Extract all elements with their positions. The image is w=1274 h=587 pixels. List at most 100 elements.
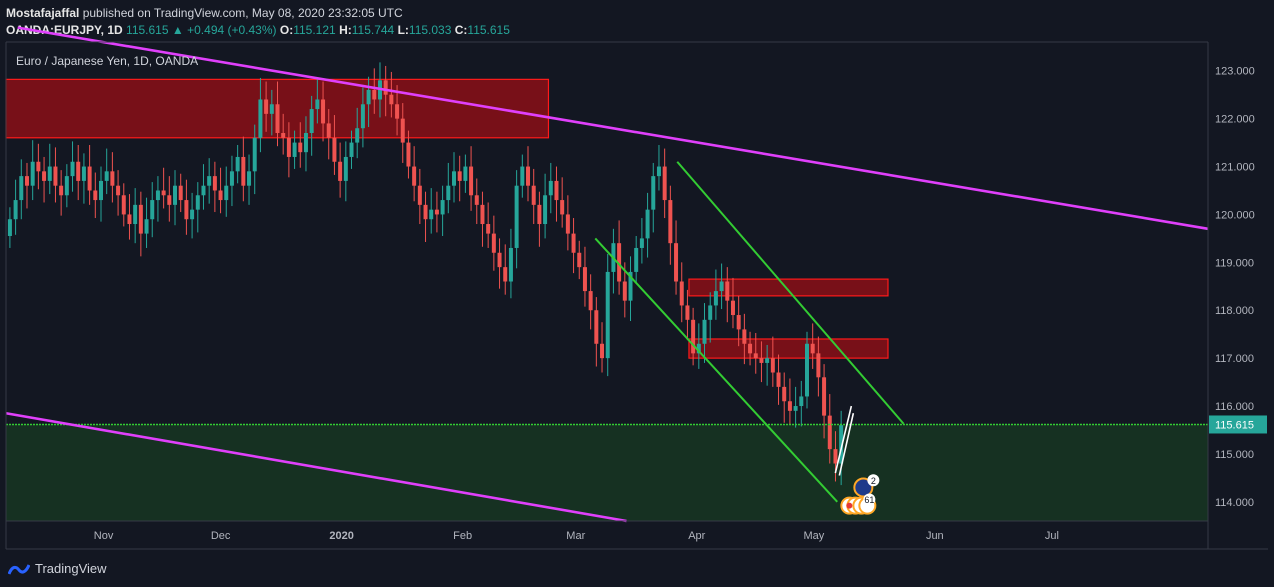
candle <box>59 170 64 216</box>
candle <box>474 178 479 225</box>
event-jp-icons[interactable]: 61 <box>840 493 877 515</box>
candle-body <box>474 195 479 205</box>
low-value: 115.033 <box>408 23 452 37</box>
candle <box>47 143 52 195</box>
candle <box>782 372 787 423</box>
price-tick-label: 114.000 <box>1215 497 1254 509</box>
candle <box>349 130 354 169</box>
candle <box>184 179 189 235</box>
candle <box>656 144 661 191</box>
forecast-arrow <box>834 405 855 476</box>
candle-body <box>116 185 121 196</box>
candle-body <box>161 190 166 196</box>
close-value: 115.615 <box>467 23 510 37</box>
candle-body <box>708 305 713 320</box>
candle-body <box>30 161 35 186</box>
candle-body <box>514 185 519 248</box>
candle-body <box>736 315 741 330</box>
candle-body <box>47 166 52 181</box>
candle-body <box>463 166 468 181</box>
candle <box>434 191 439 233</box>
candle <box>104 148 109 195</box>
candle <box>696 323 701 369</box>
candle-body <box>247 171 252 186</box>
candle <box>577 240 582 280</box>
candle <box>423 191 428 242</box>
candle <box>218 167 223 214</box>
candle-body <box>582 267 587 292</box>
candle-body <box>110 171 115 186</box>
candle <box>167 176 172 222</box>
candle <box>412 146 417 202</box>
candle <box>463 154 468 193</box>
candle-body <box>503 267 508 282</box>
tradingview-footer[interactable]: TradingView <box>8 561 107 576</box>
price-tick-label: 120.000 <box>1215 209 1255 221</box>
author-name[interactable]: Mostafajaffal <box>6 6 80 20</box>
candle <box>144 197 149 248</box>
symbol-label[interactable]: OANDA:EURJPY, 1D <box>6 23 123 37</box>
candle <box>30 140 35 201</box>
candle <box>691 307 696 366</box>
candle-body <box>218 190 223 201</box>
candle-body <box>674 243 679 282</box>
candle-body <box>241 156 246 186</box>
high-value: 115.744 <box>351 23 395 37</box>
candle <box>543 173 548 239</box>
price-tick-label: 117.000 <box>1215 353 1254 365</box>
event-eu-icon[interactable]: 2 <box>853 474 880 498</box>
candle-body <box>286 137 291 157</box>
candle-body <box>520 166 525 186</box>
time-tick-label: Dec <box>211 530 231 542</box>
candle <box>531 168 536 225</box>
candle-body <box>560 200 565 215</box>
candle <box>753 332 758 374</box>
candle <box>491 215 496 271</box>
candle-body <box>446 185 451 201</box>
candle-body <box>144 219 149 234</box>
candle <box>81 153 86 204</box>
candle <box>326 109 331 160</box>
candle <box>793 386 798 428</box>
candle-body <box>366 89 371 105</box>
candle-body <box>656 166 661 177</box>
candle-body <box>793 406 798 411</box>
candle-body <box>799 396 804 407</box>
last-price-tag-text: 115.615 <box>1215 419 1254 431</box>
candle-body <box>19 176 24 201</box>
candle-body <box>833 449 838 464</box>
candles <box>7 62 844 486</box>
candle-body <box>742 329 747 344</box>
published-text: published on TradingView.com, May 08, 20… <box>82 6 403 20</box>
price-tick-label: 123.000 <box>1215 66 1255 78</box>
candle-body <box>127 214 132 225</box>
up-arrow-icon: ▲ <box>171 23 184 37</box>
candle-body <box>554 180 559 201</box>
candle <box>514 170 519 269</box>
candle-body <box>634 247 639 272</box>
candle <box>53 147 58 203</box>
candle <box>560 177 565 228</box>
candle-body <box>173 185 178 205</box>
candle-body <box>190 209 195 220</box>
candle-body <box>395 104 400 119</box>
open-label: O: <box>279 23 294 37</box>
candle-body <box>617 243 622 282</box>
candle-body <box>76 161 81 181</box>
candle-body <box>315 99 320 110</box>
resistance-zone-3[interactable] <box>688 338 889 359</box>
candle-body <box>605 271 610 359</box>
price-tick-label: 119.000 <box>1215 257 1254 269</box>
price-tick-label: 115.000 <box>1215 449 1254 461</box>
candle-body <box>588 291 593 311</box>
candle-body <box>469 166 474 196</box>
resistance-zone-2[interactable] <box>688 278 889 297</box>
candle-body <box>24 176 29 186</box>
candle-body <box>269 104 274 114</box>
support-zone <box>6 424 1208 521</box>
candle <box>799 380 804 427</box>
candle <box>360 87 365 148</box>
candle-body <box>42 171 47 181</box>
candle-body <box>321 99 326 124</box>
